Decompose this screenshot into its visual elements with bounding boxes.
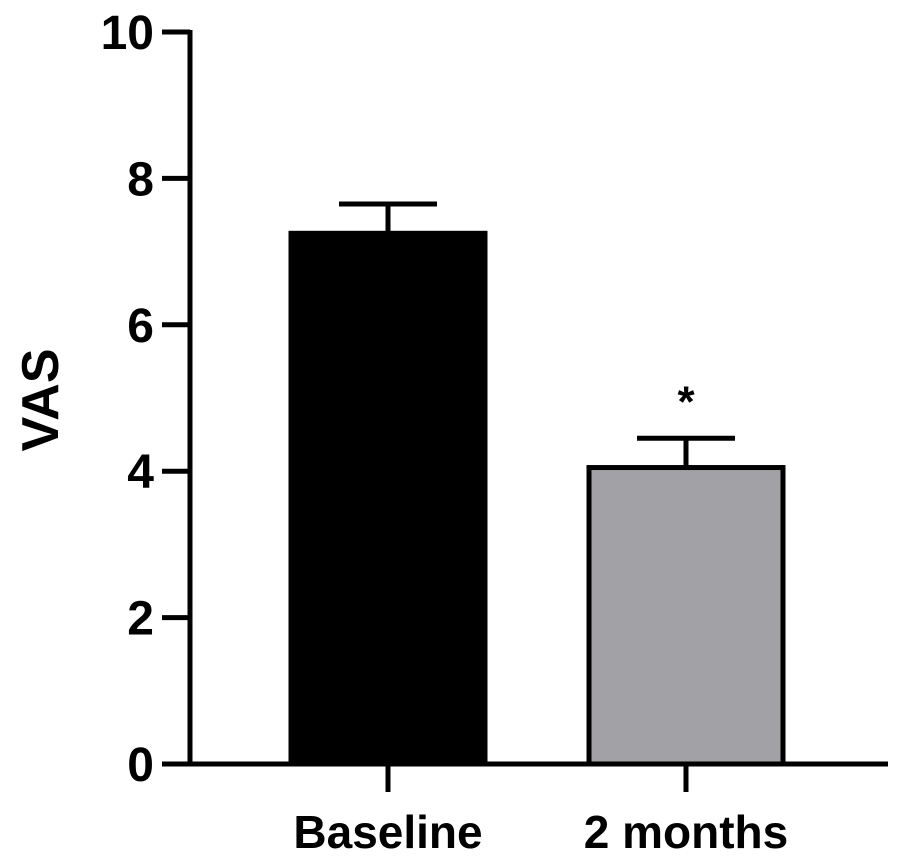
significance-marker: * — [677, 377, 695, 426]
bar — [586, 465, 786, 767]
x-ticks: Baseline 2 months — [293, 764, 788, 858]
y-tick-label: 8 — [127, 153, 154, 206]
y-ticks: 0 2 4 6 8 10 — [101, 7, 190, 792]
x-category-label: Baseline — [293, 806, 482, 858]
y-tick-label: 2 — [127, 593, 154, 646]
y-tick-label: 6 — [127, 300, 154, 353]
annotations: * — [677, 377, 695, 426]
x-category-label: 2 months — [584, 806, 788, 858]
error-bars — [339, 201, 735, 468]
y-tick-label: 0 — [127, 739, 154, 792]
y-axis-title: VAS — [12, 348, 70, 451]
bar — [288, 230, 488, 767]
y-tick-label: 10 — [101, 7, 154, 60]
y-tick-label: 4 — [127, 446, 154, 499]
bars — [288, 230, 786, 767]
